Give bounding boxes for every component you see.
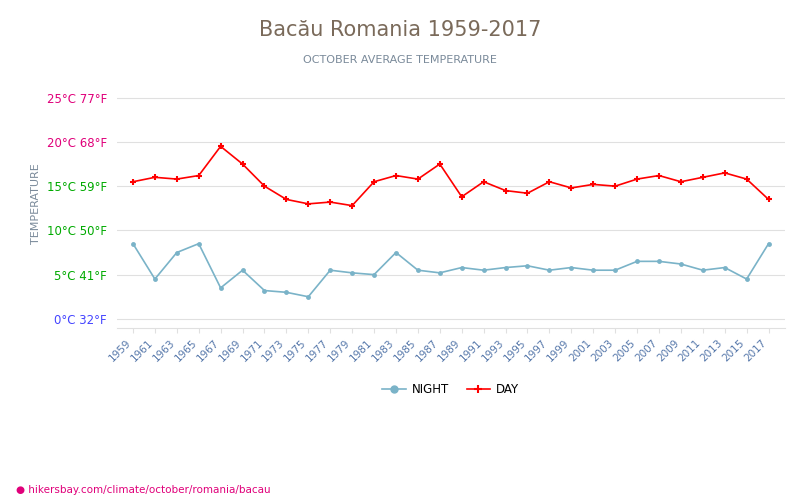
Legend: NIGHT, DAY: NIGHT, DAY — [378, 378, 524, 401]
Text: Bacău Romania 1959-2017: Bacău Romania 1959-2017 — [259, 20, 541, 40]
Text: ● hikersbay.com/climate/october/romania/bacau: ● hikersbay.com/climate/october/romania/… — [16, 485, 270, 495]
Y-axis label: TEMPERATURE: TEMPERATURE — [31, 164, 41, 244]
Text: OCTOBER AVERAGE TEMPERATURE: OCTOBER AVERAGE TEMPERATURE — [303, 55, 497, 65]
